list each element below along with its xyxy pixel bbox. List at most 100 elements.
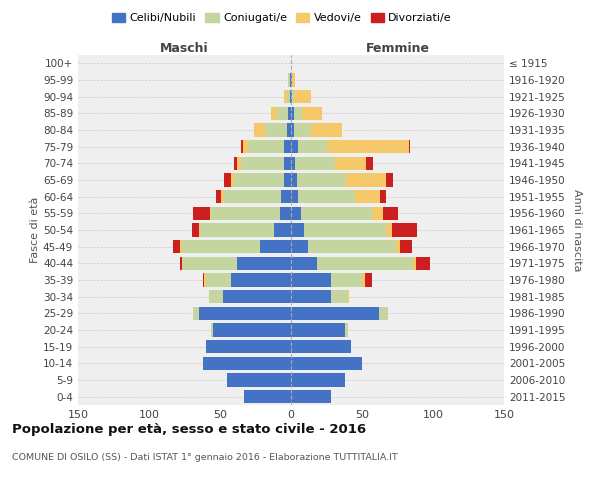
Bar (221, 190, 224, 203)
Bar (232, 174, 234, 186)
Y-axis label: Fasce di età: Fasce di età (30, 197, 40, 263)
Bar (199, 306, 291, 320)
Bar (304, 224, 386, 236)
Bar (224, 174, 232, 186)
Bar (291, 190, 298, 203)
Bar (291, 240, 308, 254)
Bar (291, 390, 331, 404)
Bar (291, 340, 350, 353)
Bar (386, 224, 392, 236)
Bar (244, 390, 291, 404)
Bar (180, 240, 182, 254)
Bar (294, 90, 311, 104)
Bar (409, 140, 410, 153)
Bar (232, 274, 291, 286)
Bar (331, 274, 362, 286)
Bar (203, 356, 291, 370)
Bar (346, 174, 386, 186)
Bar (355, 190, 380, 203)
Bar (281, 190, 291, 203)
Bar (241, 140, 243, 153)
Text: COMUNE DI OSILO (SS) - Dati ISTAT 1° gennaio 2016 - Elaborazione TUTTITALIA.IT: COMUNE DI OSILO (SS) - Dati ISTAT 1° gen… (12, 452, 398, 462)
Bar (227, 374, 291, 386)
Bar (182, 256, 183, 270)
Bar (213, 324, 291, 336)
Bar (291, 224, 304, 236)
Bar (294, 124, 311, 136)
Bar (326, 140, 409, 153)
Bar (237, 256, 291, 270)
Bar (199, 224, 200, 236)
Bar (362, 274, 365, 286)
Bar (317, 256, 413, 270)
Bar (288, 74, 290, 86)
Bar (287, 90, 290, 104)
Bar (183, 256, 237, 270)
Bar (180, 256, 182, 270)
Bar (348, 290, 349, 304)
Bar (274, 224, 291, 236)
Bar (380, 190, 386, 203)
Bar (291, 306, 379, 320)
Bar (287, 124, 291, 136)
Bar (366, 156, 373, 170)
Bar (311, 124, 342, 136)
Bar (291, 140, 298, 153)
Bar (291, 156, 295, 170)
Bar (335, 156, 366, 170)
Bar (173, 240, 180, 254)
Bar (291, 106, 294, 120)
Bar (292, 90, 294, 104)
Bar (372, 206, 383, 220)
Bar (413, 256, 416, 270)
Bar (292, 74, 295, 86)
Bar (206, 274, 232, 286)
Text: Popolazione per età, sesso e stato civile - 2016: Popolazione per età, sesso e stato civil… (12, 422, 366, 436)
Bar (331, 290, 348, 304)
Bar (291, 274, 331, 286)
Bar (291, 90, 292, 104)
Bar (211, 206, 280, 220)
Bar (284, 174, 291, 186)
Bar (298, 140, 326, 153)
Bar (284, 140, 291, 153)
Bar (182, 240, 260, 254)
Bar (237, 156, 241, 170)
Bar (234, 156, 237, 170)
Bar (290, 90, 291, 104)
Bar (234, 174, 284, 186)
Bar (284, 156, 291, 170)
Bar (280, 206, 291, 220)
Legend: Celibi/Nubili, Coniugati/e, Vedovi/e, Divorziati/e: Celibi/Nubili, Coniugati/e, Vedovi/e, Di… (107, 8, 457, 28)
Bar (203, 274, 205, 286)
Bar (345, 324, 348, 336)
Text: Maschi: Maschi (160, 42, 209, 55)
Bar (291, 74, 292, 86)
Bar (400, 240, 412, 254)
Bar (260, 240, 291, 254)
Bar (386, 174, 393, 186)
Bar (383, 206, 398, 220)
Bar (291, 124, 294, 136)
Bar (291, 290, 331, 304)
Bar (284, 90, 287, 104)
Bar (291, 256, 317, 270)
Bar (193, 206, 210, 220)
Bar (205, 274, 206, 286)
Bar (209, 290, 223, 304)
Bar (298, 190, 355, 203)
Bar (296, 174, 346, 186)
Bar (288, 106, 291, 120)
Bar (291, 374, 345, 386)
Bar (392, 224, 418, 236)
Y-axis label: Anni di nascita: Anni di nascita (572, 188, 582, 271)
Bar (416, 256, 430, 270)
Bar (302, 106, 322, 120)
Bar (396, 240, 400, 254)
Bar (223, 290, 291, 304)
Bar (308, 240, 396, 254)
Bar (206, 340, 291, 353)
Bar (365, 274, 372, 286)
Bar (379, 306, 388, 320)
Bar (291, 174, 296, 186)
